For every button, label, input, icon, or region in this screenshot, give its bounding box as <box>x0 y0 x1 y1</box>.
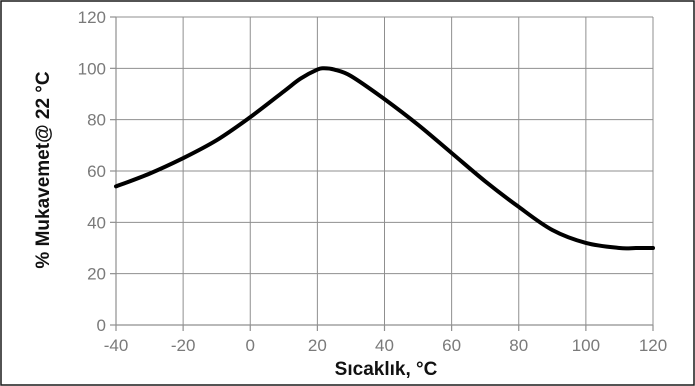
x-tick-label: 0 <box>246 336 255 355</box>
y-tick-label: 120 <box>78 8 106 27</box>
series <box>114 66 655 251</box>
y-tick-label: 40 <box>87 213 106 232</box>
x-tick-label: 80 <box>509 336 528 355</box>
tick-labels: -40 -20 0 20 40 60 80 100 120 0 20 40 60 80 100 120 <box>78 8 668 355</box>
y-tick-label: 0 <box>97 316 106 335</box>
x-tick-label: -40 <box>104 336 129 355</box>
y-tick-label: 80 <box>87 111 106 130</box>
y-tick-label: 60 <box>87 162 106 181</box>
x-tick-label: 40 <box>375 336 394 355</box>
series-line <box>114 66 655 251</box>
x-tick-label: 20 <box>308 336 327 355</box>
grid <box>116 16 654 325</box>
x-tick-label: 120 <box>639 336 667 355</box>
x-tick-label: -20 <box>171 336 196 355</box>
y-axis-title: % Mukavemet@ 22 °C <box>33 71 54 268</box>
x-tick-label: 100 <box>572 336 600 355</box>
x-tick-label: 60 <box>442 336 461 355</box>
y-tick-label: 20 <box>87 265 106 284</box>
axes <box>110 16 654 331</box>
x-axis-title: Sıcaklık, °C <box>335 359 438 380</box>
y-tick-label: 100 <box>78 59 106 78</box>
